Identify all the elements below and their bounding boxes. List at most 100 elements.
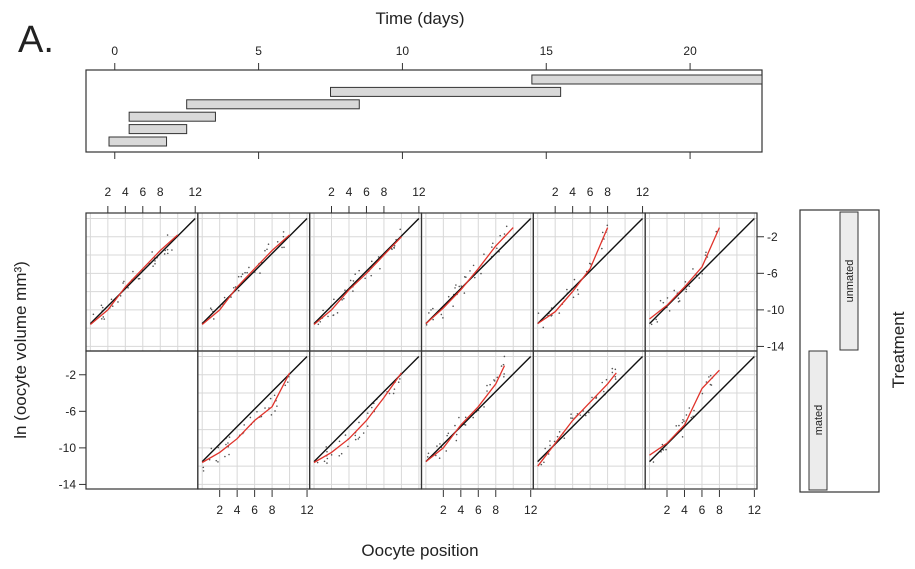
panel-frame	[85, 212, 199, 352]
data-point	[493, 379, 495, 381]
time-tick-label: 0	[111, 44, 118, 58]
data-point	[428, 312, 430, 314]
data-point	[503, 355, 506, 358]
data-point	[327, 315, 329, 318]
data-point	[681, 436, 684, 438]
x-tick-label: 6	[139, 185, 146, 199]
x-tick-label: 12	[300, 503, 314, 517]
data-point	[397, 381, 400, 384]
data-point	[486, 384, 488, 387]
data-point	[438, 457, 441, 459]
panel-frame	[644, 212, 758, 352]
data-point	[601, 231, 604, 234]
data-point	[217, 446, 220, 449]
data-point	[225, 443, 227, 446]
data-point	[540, 463, 543, 466]
data-point	[243, 424, 246, 426]
fitted-curve	[313, 236, 402, 325]
data-point	[102, 316, 105, 318]
data-point	[319, 320, 322, 323]
data-point	[584, 414, 587, 417]
interval-bar	[108, 136, 168, 147]
data-point	[588, 411, 590, 414]
empty-panel-frame	[85, 350, 199, 490]
panel-frame	[532, 350, 646, 490]
data-point	[589, 263, 592, 265]
data-point	[123, 280, 125, 283]
data-point	[673, 289, 676, 292]
data-point	[563, 437, 566, 439]
data-point	[237, 275, 240, 278]
data-point	[685, 290, 687, 293]
data-point	[505, 225, 508, 228]
data-point	[371, 406, 373, 409]
data-point	[447, 432, 450, 435]
panel-frame	[644, 350, 758, 490]
data-point	[435, 454, 437, 457]
data-point	[209, 307, 212, 310]
data-point	[704, 254, 707, 256]
data-point	[683, 420, 685, 423]
data-point	[601, 247, 603, 250]
data-point	[110, 298, 113, 301]
fitted-curve	[649, 369, 720, 456]
data-point	[502, 363, 505, 366]
data-point	[464, 416, 467, 419]
data-point	[362, 432, 365, 434]
data-point	[591, 396, 593, 399]
data-point	[570, 413, 572, 415]
data-point	[349, 279, 352, 282]
x-tick-label: 6	[587, 185, 594, 199]
data-point	[269, 397, 272, 400]
treatment-strip-frame	[799, 209, 880, 493]
data-point	[454, 287, 456, 289]
x-tick-label: 8	[604, 185, 611, 199]
data-point	[166, 248, 169, 251]
data-point	[573, 278, 576, 281]
fitted-curve	[313, 372, 402, 464]
interval-bar	[128, 111, 216, 122]
data-point	[393, 244, 396, 247]
x-tick-label: 8	[381, 185, 388, 199]
reference-line	[425, 355, 532, 463]
interval-bars	[108, 74, 763, 147]
data-point	[286, 381, 289, 383]
interval-bar	[128, 124, 188, 135]
x-tick-label: 12	[636, 185, 650, 199]
data-point	[100, 304, 103, 307]
data-point	[282, 231, 285, 233]
reference-line	[201, 217, 308, 325]
data-point	[614, 368, 617, 371]
data-point	[606, 224, 609, 227]
fitted-curve	[201, 372, 291, 464]
data-point	[333, 298, 335, 301]
data-point	[432, 318, 434, 321]
data-point	[454, 424, 456, 427]
data-point	[660, 451, 662, 453]
data-point	[440, 313, 443, 316]
x-tick-label: 8	[492, 503, 499, 517]
data-point	[273, 394, 276, 397]
data-point	[558, 431, 561, 433]
data-point	[276, 405, 278, 407]
data-point	[234, 286, 237, 288]
data-point	[446, 434, 448, 437]
data-point	[246, 271, 248, 274]
data-point	[317, 323, 320, 326]
data-point	[354, 273, 357, 275]
x-tick-label: 4	[346, 185, 353, 199]
data-point	[132, 270, 134, 273]
data-point	[217, 461, 219, 463]
data-point	[579, 414, 582, 416]
data-point	[336, 312, 339, 314]
data-point	[347, 445, 349, 448]
fitted-curve	[201, 234, 291, 325]
data-point	[692, 268, 694, 270]
data-point	[480, 272, 482, 275]
data-point	[688, 285, 691, 288]
data-point	[284, 384, 287, 387]
x-tick-label: 6	[475, 503, 482, 517]
fitted-curve	[649, 227, 720, 320]
data-point	[614, 375, 617, 378]
